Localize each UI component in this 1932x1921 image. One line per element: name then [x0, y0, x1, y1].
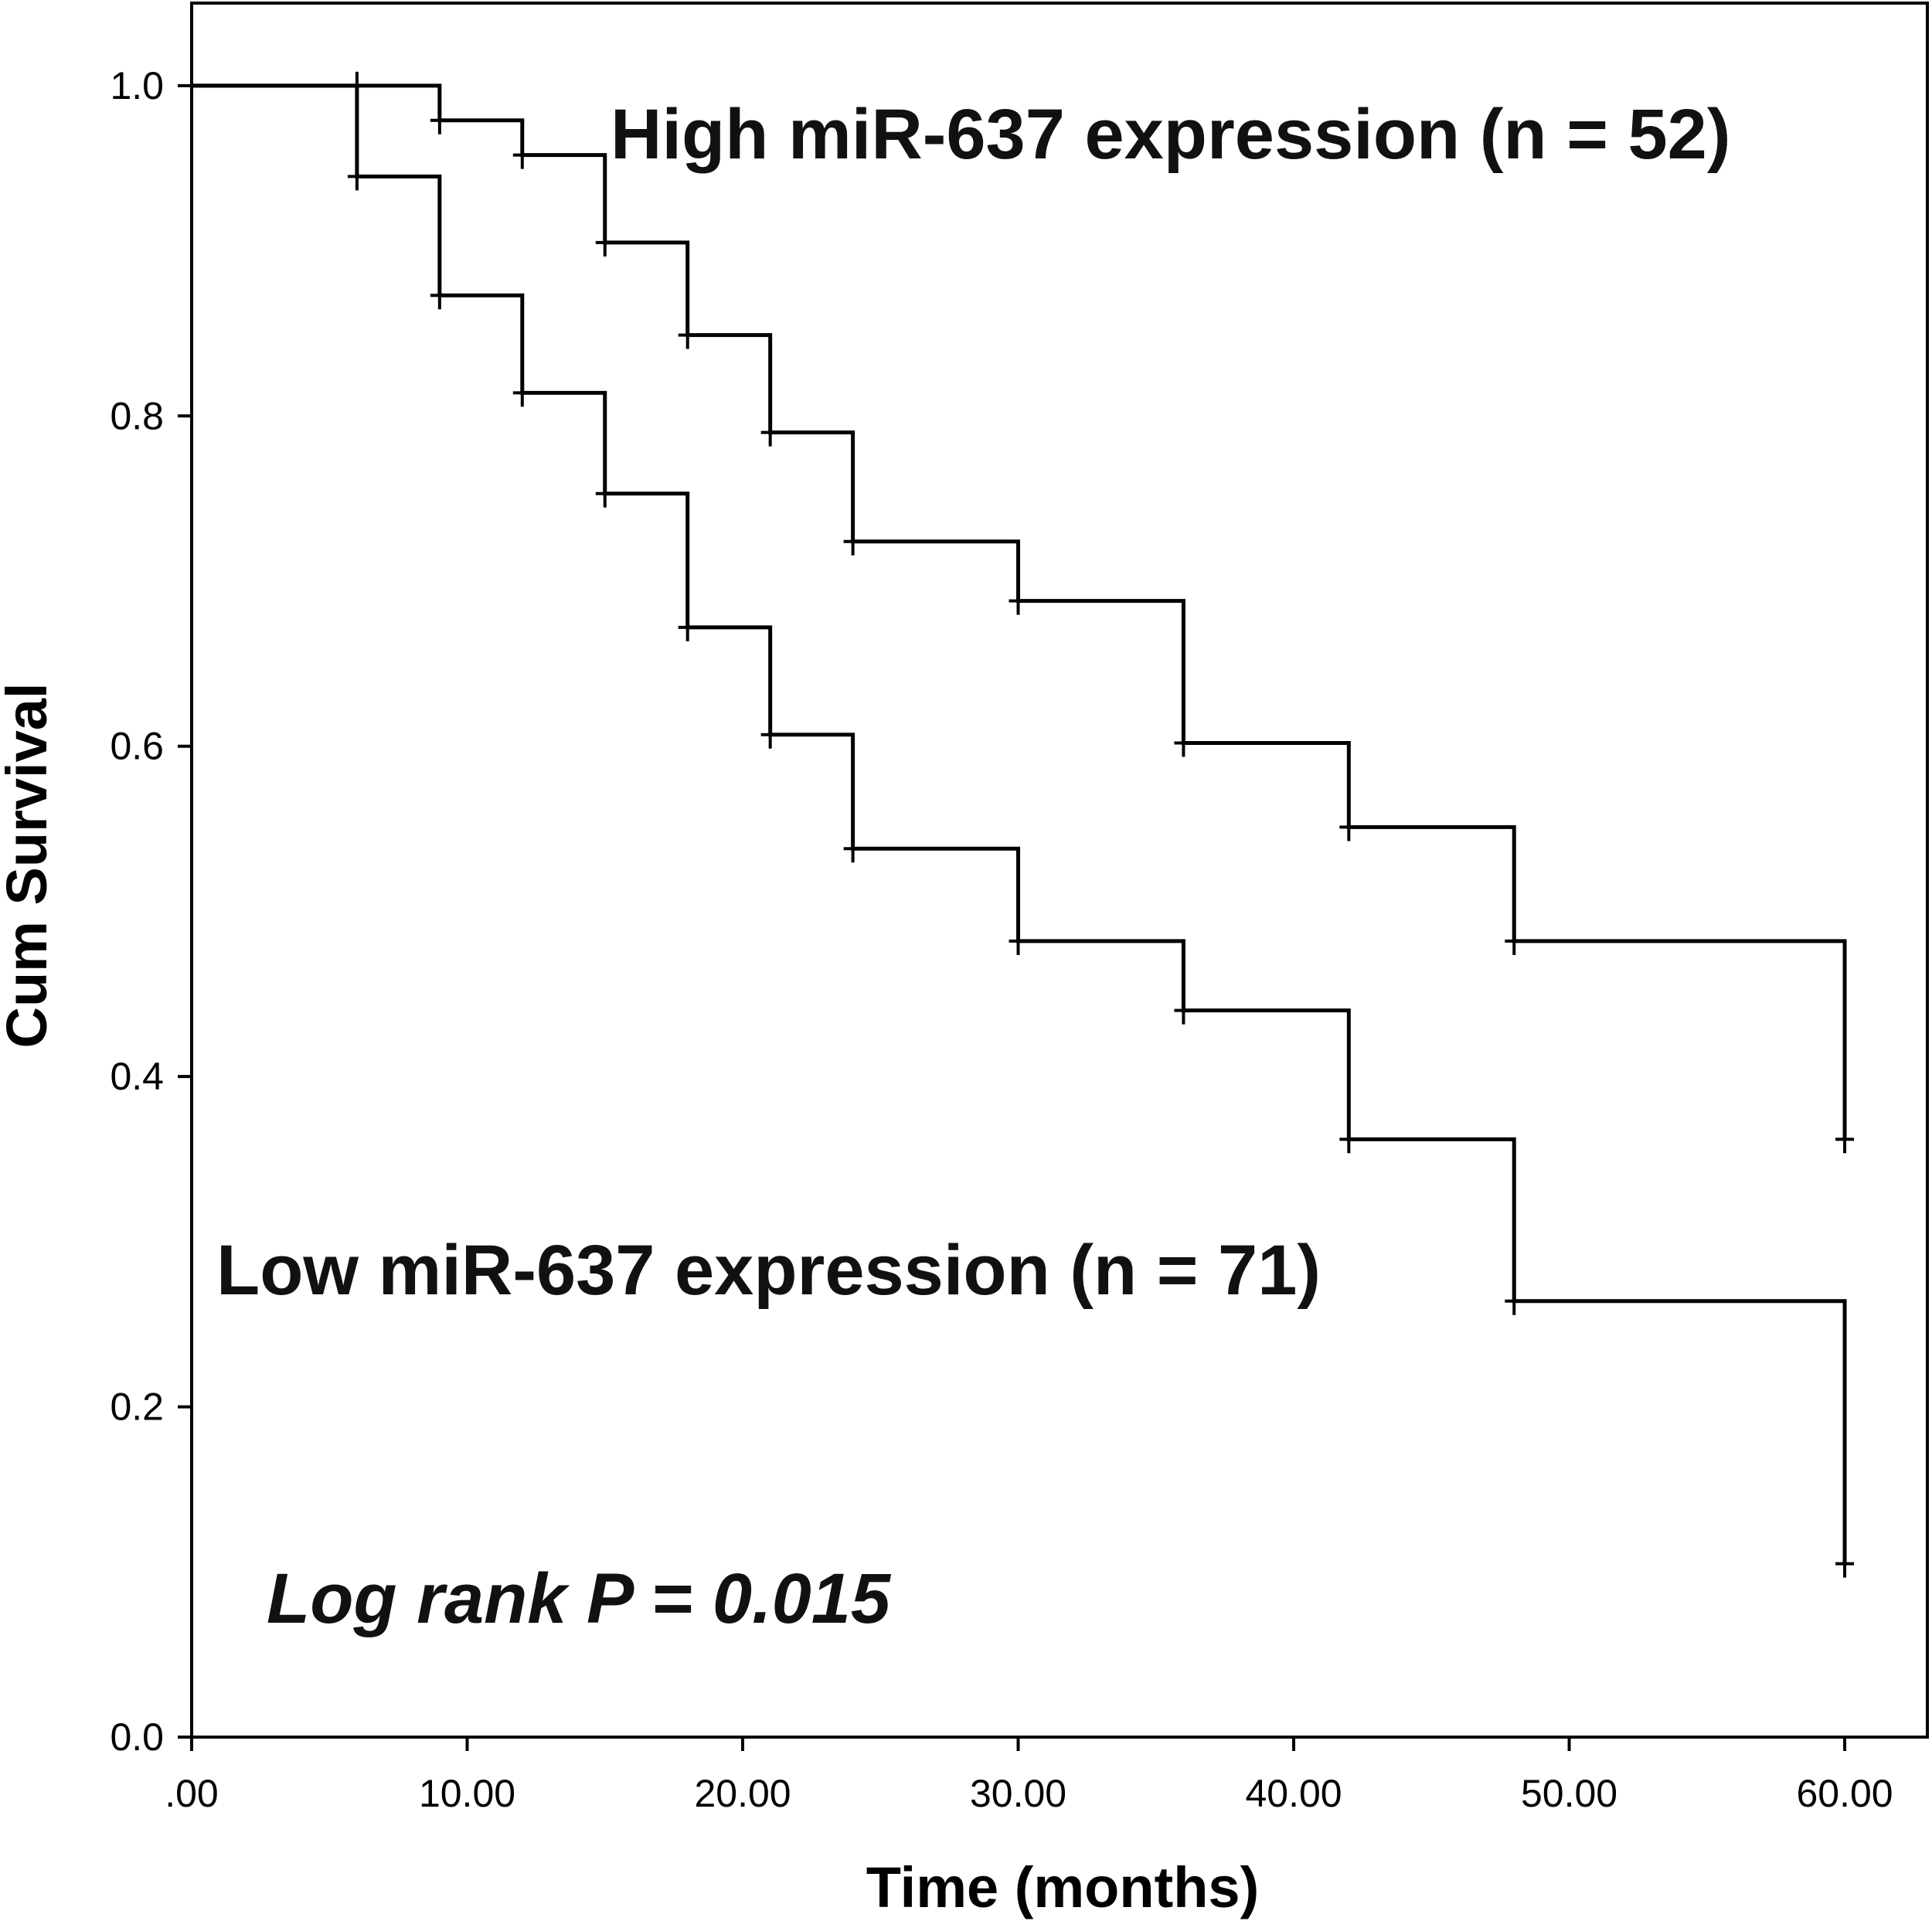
- high-censor-mark: [1505, 926, 1524, 955]
- high-censor-mark: [1174, 729, 1193, 757]
- high-expression-label: High miR-637 expression (n = 52): [611, 95, 1730, 174]
- high-censor-mark: [595, 228, 614, 257]
- low-censor-mark: [430, 281, 449, 310]
- x-tick-label: 60.00: [1796, 1772, 1893, 1815]
- y-tick-label: 1.0: [110, 64, 164, 107]
- x-tick-label: .00: [165, 1772, 219, 1815]
- high-censor-mark: [760, 418, 780, 447]
- low-censor-mark: [595, 479, 614, 508]
- low-censor-mark: [678, 613, 697, 641]
- low-censor-mark: [1505, 1287, 1524, 1315]
- low-expression-label: Low miR-637 expression (n = 71): [216, 1231, 1321, 1310]
- x-tick-label: 20.00: [694, 1772, 791, 1815]
- x-tick-label: 50.00: [1521, 1772, 1617, 1815]
- x-tick-label: 40.00: [1245, 1772, 1342, 1815]
- high-censor-mark: [347, 71, 366, 100]
- high-censor-mark: [1339, 813, 1359, 842]
- log-rank-p-value: Log rank P = 0.015: [267, 1559, 892, 1638]
- high-censor-mark: [678, 321, 697, 349]
- axis-ticks-group: .00 10.00 20.00 30.00 40.00 50.00 60.00 0.0 0.2 0…: [110, 64, 1893, 1815]
- y-tick-label: 0.0: [110, 1715, 164, 1759]
- low-censor-mark: [843, 835, 862, 863]
- low-censor-mark: [512, 379, 532, 407]
- low-censor-mark: [1339, 1125, 1359, 1154]
- y-tick-label: 0.8: [110, 394, 164, 437]
- low-censor-mark: [1009, 926, 1028, 955]
- high-censor-mark: [512, 141, 532, 169]
- high-censor-mark: [1835, 1125, 1855, 1154]
- plot-frame: [190, 2, 1929, 1739]
- x-tick-label: 30.00: [970, 1772, 1066, 1815]
- low-censor-mark: [1174, 996, 1193, 1025]
- x-tick-label: 10.00: [419, 1772, 515, 1815]
- x-axis-title: Time (months): [866, 1855, 1259, 1919]
- y-tick-label: 0.2: [110, 1386, 164, 1429]
- high-censor-mark: [430, 106, 449, 134]
- y-tick-label: 0.4: [110, 1055, 164, 1098]
- censor-marks-group: [347, 71, 1855, 1578]
- high-censor-mark: [1009, 586, 1028, 615]
- high-censor-mark: [843, 527, 862, 556]
- plot-frame-group: [190, 2, 1929, 1739]
- low-censor-mark: [347, 162, 366, 191]
- y-axis-title: Cum Survival: [0, 683, 59, 1049]
- y-tick-label: 0.6: [110, 725, 164, 768]
- low-censor-mark: [760, 720, 780, 749]
- low-censor-mark: [1835, 1549, 1855, 1578]
